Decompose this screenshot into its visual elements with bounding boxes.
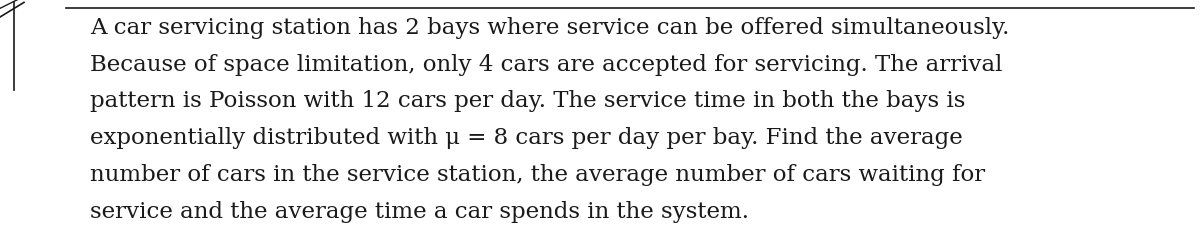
- Text: service and the average time a car spends in the system.: service and the average time a car spend…: [90, 201, 749, 223]
- Text: pattern is Poisson with 12 cars per day. The service time in both the bays is: pattern is Poisson with 12 cars per day.…: [90, 90, 965, 112]
- Text: exponentially distributed with μ = 8 cars per day per bay. Find the average: exponentially distributed with μ = 8 car…: [90, 127, 962, 149]
- Text: Because of space limitation, only 4 cars are accepted for servicing. The arrival: Because of space limitation, only 4 cars…: [90, 54, 1002, 75]
- Text: A car servicing station has 2 bays where service can be offered simultaneously.: A car servicing station has 2 bays where…: [90, 17, 1009, 39]
- Text: number of cars in the service station, the average number of cars waiting for: number of cars in the service station, t…: [90, 164, 985, 186]
